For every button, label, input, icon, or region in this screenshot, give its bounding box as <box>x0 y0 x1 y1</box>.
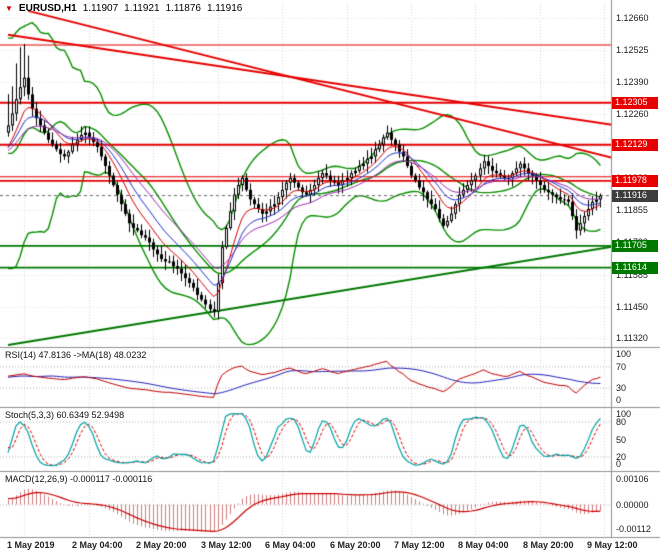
stoch-indicator-label: Stoch(5,3,3) 60.6349 52.9498 <box>5 410 125 420</box>
price-axis[interactable] <box>612 0 660 538</box>
chart-header: ▼ EURUSD,H1 1.11907 1.11921 1.11876 1.11… <box>5 3 242 14</box>
rsi-indicator-label: RSI(14) 47.8136 ->MA(18) 48.0232 <box>5 350 147 360</box>
symbol-timeframe-label: EURUSD,H1 <box>18 3 77 14</box>
tick-down-icon[interactable]: ▼ <box>5 4 13 13</box>
ohlc-open: 1.11907 <box>82 3 119 14</box>
ohlc-high: 1.11921 <box>124 3 160 14</box>
ohlc-low: 1.11876 <box>165 3 201 14</box>
time-axis[interactable] <box>0 538 660 560</box>
macd-indicator-label: MACD(12,26,9) -0.000117 -0.000116 <box>5 474 153 484</box>
ohlc-close: 1.11916 <box>206 3 243 14</box>
